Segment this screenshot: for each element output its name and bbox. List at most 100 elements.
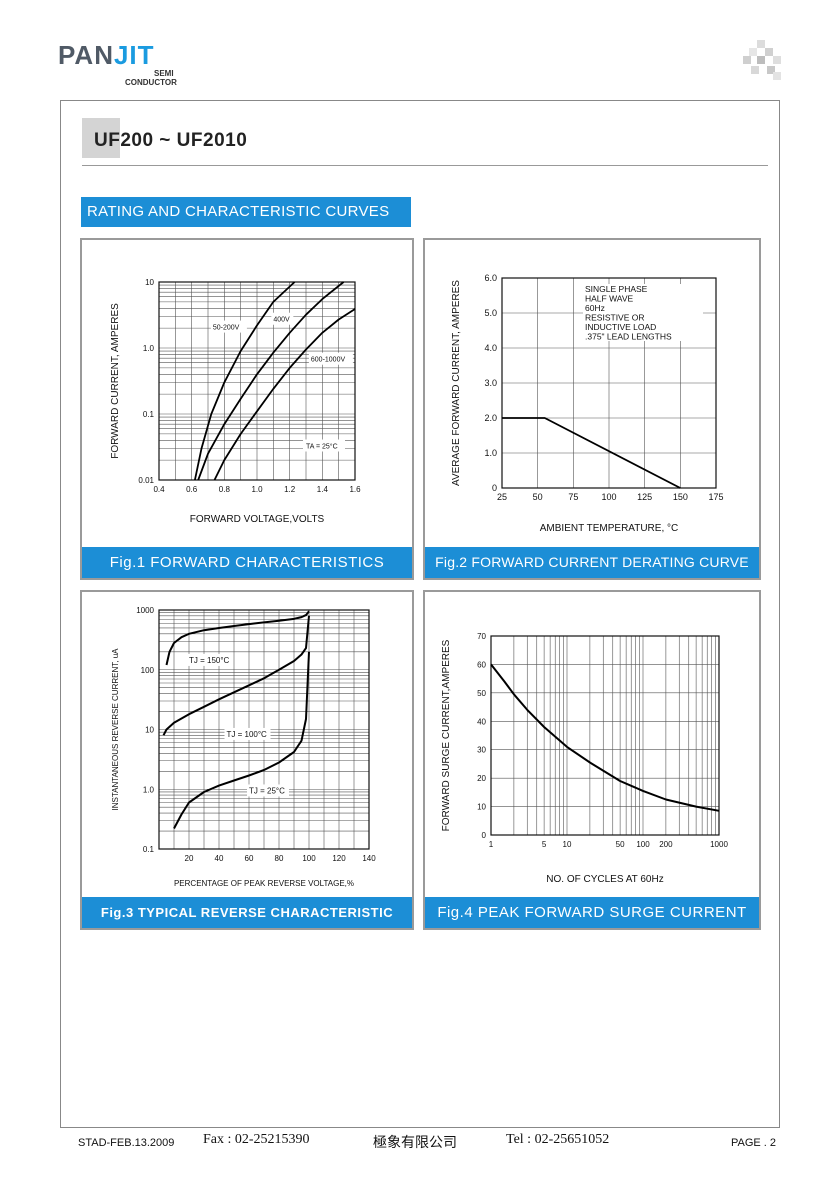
company-name: 極象有限公司 [373, 1136, 457, 1151]
series-label-bg [247, 784, 289, 797]
fax-number: Fax : 02-25215390 [203, 1132, 310, 1147]
x-tick-label: 25 [497, 492, 507, 502]
logo-brand: PANJIT [58, 40, 155, 71]
y-tick-label: 20 [477, 774, 486, 783]
x-tick-label: 1.6 [349, 485, 361, 494]
series-label-bg [308, 352, 353, 365]
y-tick-label: 60 [477, 660, 486, 669]
temperature-annotation: TA = 25°C [306, 443, 338, 451]
plot-frame [158, 281, 356, 481]
y-tick-label: 5.0 [484, 308, 497, 318]
x-axis-label: AMBIENT TEMPERATURE, °C [540, 523, 678, 534]
series-line [502, 417, 681, 489]
series-label: 50-200V [213, 325, 240, 332]
fig4-caption: Fig.4 PEAK FORWARD SURGE CURRENT [425, 897, 759, 928]
condition-note-line: SINGLE PHASE [585, 284, 648, 294]
fig2-caption: Fig.2 FORWARD CURRENT DERATING CURVE [425, 547, 759, 578]
y-tick-label: 10 [145, 726, 154, 735]
series-line [173, 651, 310, 829]
section-banner: RATING AND CHARACTERISTIC CURVES [81, 197, 411, 227]
y-tick-label: 6.0 [484, 273, 497, 283]
page-frame [60, 100, 780, 1128]
x-tick-label: 50 [616, 840, 625, 849]
x-tick-label: 100 [636, 840, 650, 849]
y-tick-label: 1000 [136, 606, 154, 615]
x-tick-label: 125 [637, 492, 652, 502]
series-line [213, 308, 356, 481]
x-tick-label: 0.4 [153, 485, 165, 494]
y-tick-label: 0 [482, 831, 487, 840]
figure-2: 25 50 75 100 125 150 175 0 1.0 2.0 3.0 4.0 5.0 6.0 AMB… [423, 238, 761, 580]
x-tick-label: 175 [708, 492, 723, 502]
y-tick-label: 50 [477, 689, 486, 698]
series-label-bg [271, 312, 294, 325]
series-label: 600-1000V [311, 357, 346, 364]
x-tick-label: 10 [563, 840, 572, 849]
y-tick-label: 0.01 [138, 476, 154, 485]
note-bg [583, 331, 703, 341]
plot-frame [501, 277, 717, 489]
y-tick-label: 0.1 [143, 845, 155, 854]
y-tick-label: 4.0 [484, 343, 497, 353]
x-tick-label: 100 [302, 854, 316, 863]
note-bg [583, 312, 703, 322]
x-tick-label: 100 [601, 492, 616, 502]
series-label: 400V [273, 317, 290, 324]
figure-3: 20 40 60 80 100 120 140 0.1 1.0 10 100 1000 PERCENTA… [80, 590, 414, 930]
fig1-chart: 0.4 0.6 0.8 1.0 1.2 1.4 1.6 0.01 0.1 1.0 10 FORWARD… [110, 278, 361, 525]
y-tick-label: 40 [477, 717, 486, 726]
figure-1: 0.4 0.6 0.8 1.0 1.2 1.4 1.6 0.01 0.1 1.0 10 FORWARD… [80, 238, 414, 580]
condition-note-line: 60Hz [585, 303, 605, 313]
annotation-bg [303, 439, 345, 452]
fig1-caption: Fig.1 FORWARD CHARACTERISTICS [82, 547, 412, 578]
x-tick-label: 0.6 [186, 485, 198, 494]
series-label-bg [210, 320, 247, 333]
series-line [490, 663, 720, 812]
series-label: TJ = 150°C [189, 656, 230, 665]
x-tick-label: 1000 [710, 840, 728, 849]
y-tick-label: 30 [477, 746, 486, 755]
x-tick-label: 60 [245, 854, 254, 863]
logo-conductor-text: CONDUCTOR [125, 78, 177, 87]
series-label: TJ = 25°C [249, 786, 285, 795]
y-tick-label: 10 [477, 803, 486, 812]
x-axis-label: NO. OF CYCLES AT 60Hz [546, 874, 663, 885]
fig2-chart: 25 50 75 100 125 150 175 0 1.0 2.0 3.0 4.0 5.0 6.0 AMB… [451, 273, 724, 534]
series-label-bg [224, 727, 271, 740]
x-tick-label: 140 [362, 854, 376, 863]
x-tick-label: 1 [489, 840, 494, 849]
series-line [162, 615, 310, 736]
decorative-squares-icon [743, 40, 781, 80]
y-axis-label: FORWARD CURRENT, AMPERES [110, 303, 121, 459]
panjit-logo: PANJIT SEMI CONDUCTOR [58, 40, 188, 90]
x-tick-label: 1.4 [317, 485, 329, 494]
note-bg [583, 303, 703, 313]
title-accent-block [82, 118, 120, 158]
y-tick-label: 2.0 [484, 413, 497, 423]
y-axis-label: FORWARD SURGE CURRENT,AMPERES [441, 639, 452, 831]
y-axis-label: AVERAGE FORWARD CURRENT, AMPERES [451, 280, 462, 486]
fig3-caption: Fig.3 TYPICAL REVERSE CHARACTERISTIC [82, 897, 412, 928]
x-tick-label: 40 [215, 854, 224, 863]
x-tick-label: 150 [673, 492, 688, 502]
condition-note-line: INDUCTIVE LOAD [585, 322, 656, 332]
logo-semi-text: SEMI [154, 69, 174, 78]
x-tick-label: 5 [542, 840, 547, 849]
y-tick-label: 1.0 [484, 448, 497, 458]
x-axis-label: FORWARD VOLTAGE,VOLTS [190, 514, 325, 525]
series-line [165, 610, 310, 666]
page-title: UF200 ~ UF2010 [94, 130, 248, 151]
y-tick-label: 0 [492, 483, 497, 493]
x-tick-label: 20 [185, 854, 194, 863]
x-tick-label: 200 [659, 840, 673, 849]
y-tick-label: 1.0 [143, 344, 155, 353]
y-tick-label: 1.0 [143, 785, 155, 794]
series-line [197, 281, 345, 481]
x-axis-label: PERCENTAGE OF PEAK REVERSE VOLTAGE,% [174, 879, 354, 888]
condition-note-line: RESISTIVE OR [585, 313, 645, 323]
series-label-bg [187, 653, 231, 666]
y-tick-label: 70 [477, 632, 486, 641]
series-line [194, 281, 296, 481]
note-bg [583, 284, 703, 294]
y-tick-label: 100 [141, 666, 155, 675]
